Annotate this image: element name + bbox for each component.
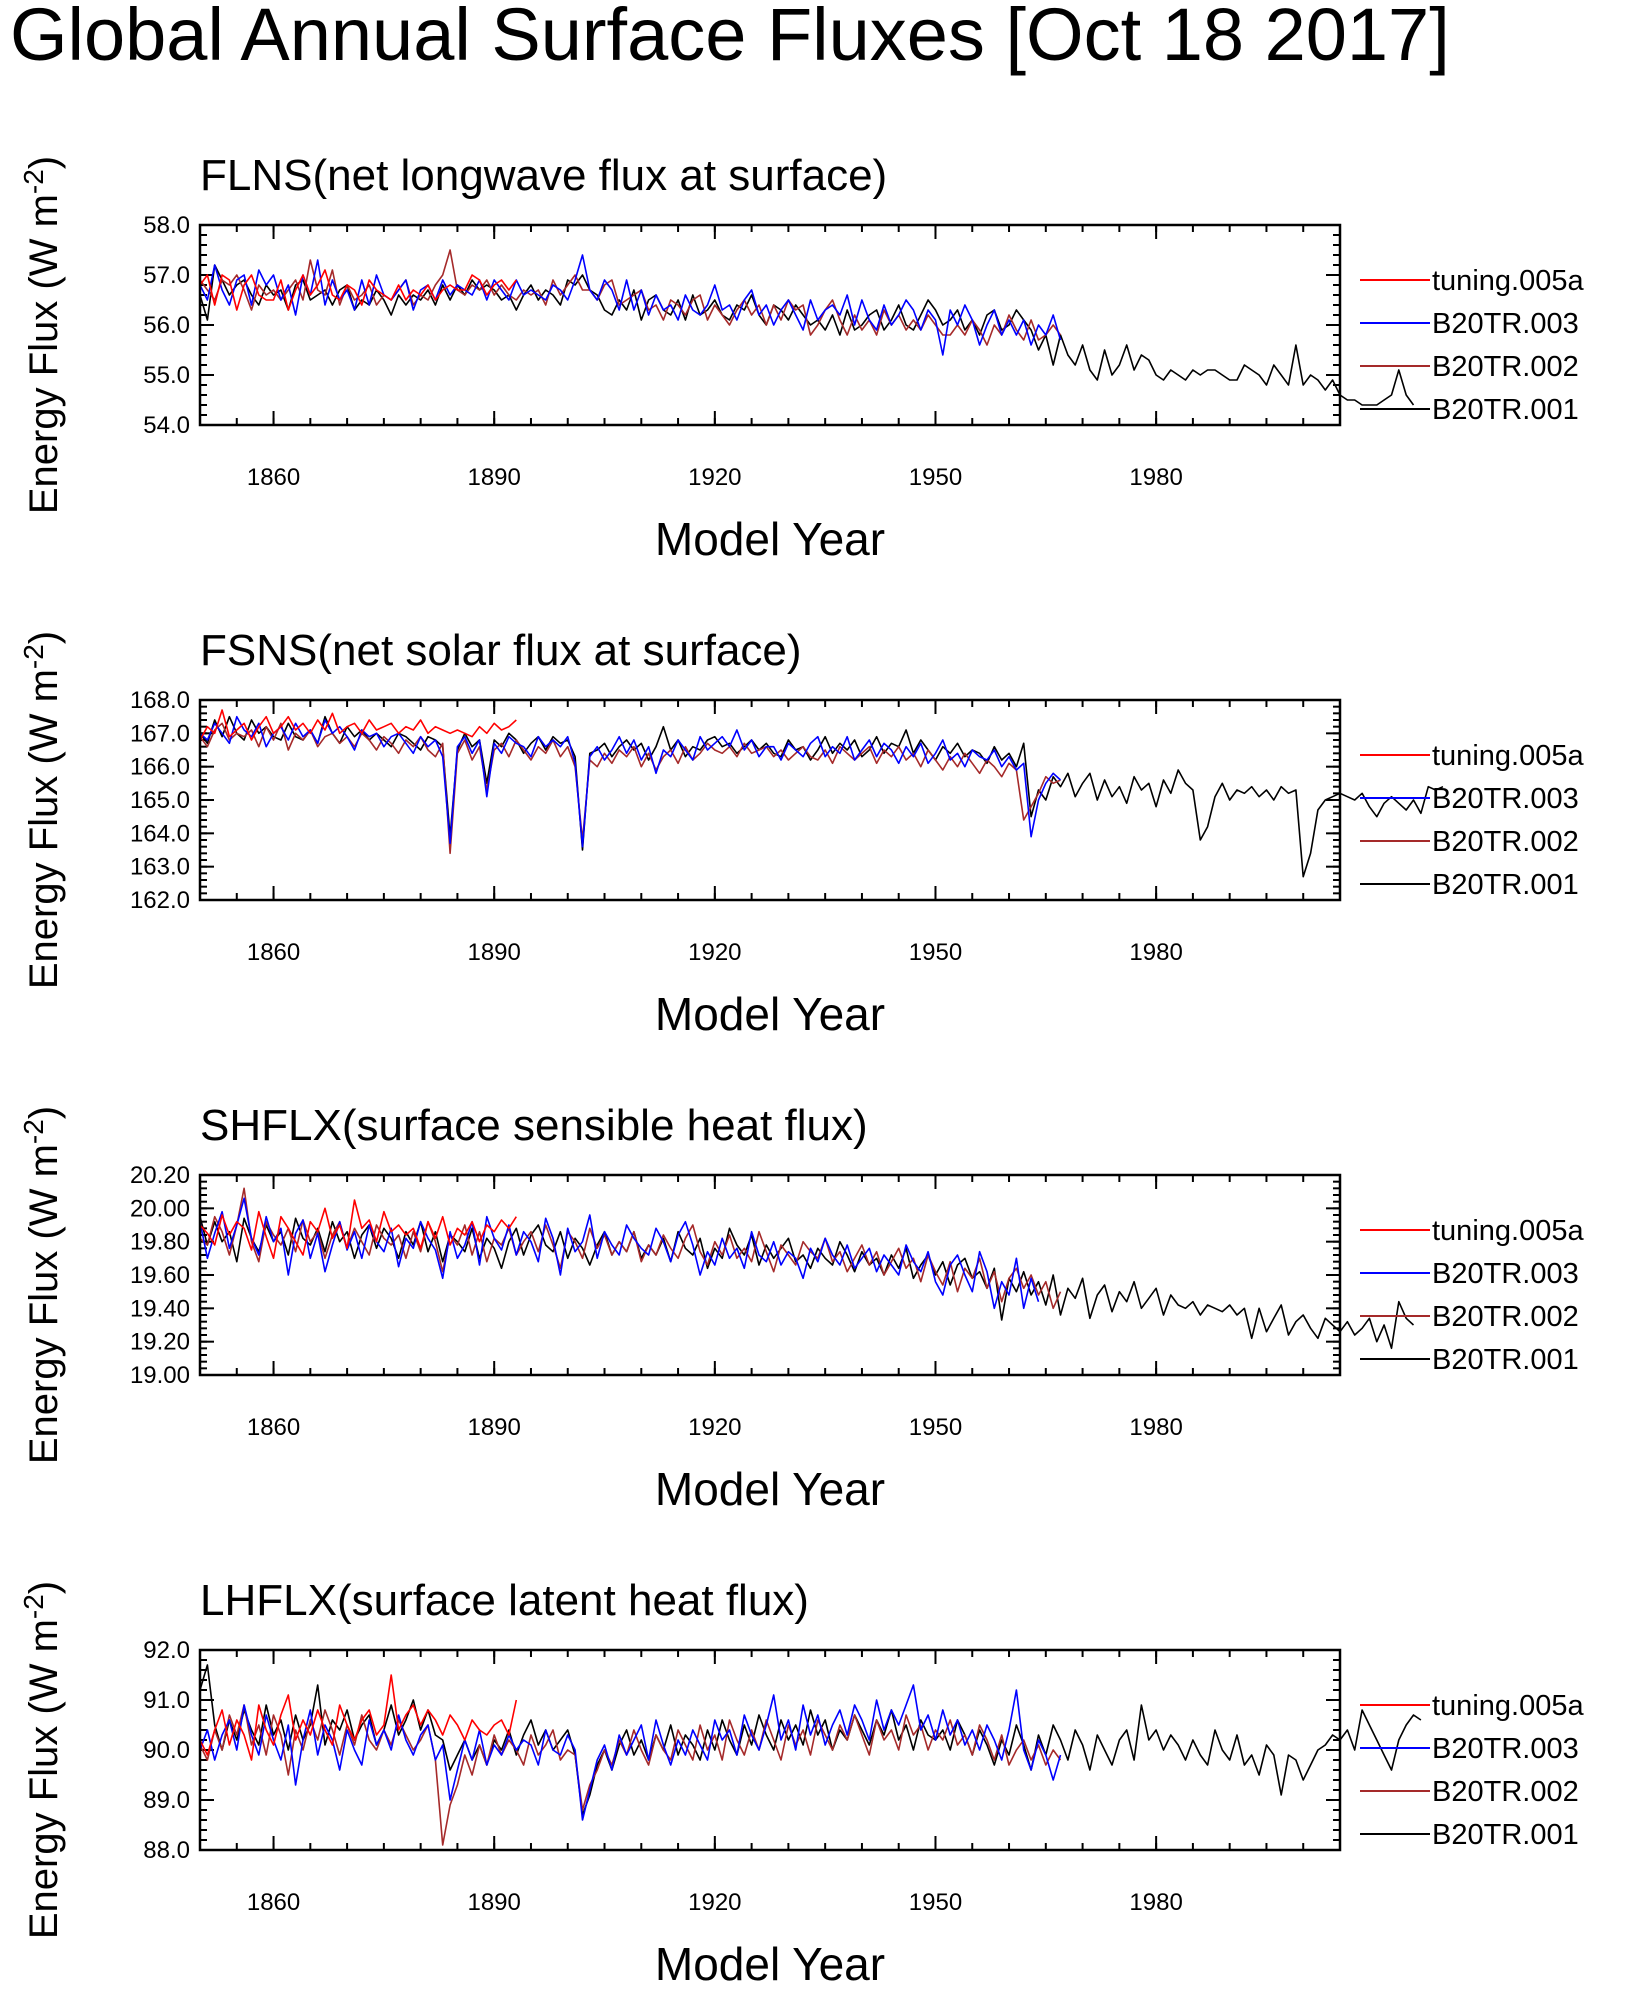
series-line-tuning-005a: [199, 1674, 518, 1761]
y-axis-label: Energy Flux (W m-2): [18, 1581, 66, 1939]
x-tick-label: 1920: [688, 1414, 741, 1441]
legend-label: B20TR.003: [1432, 308, 1579, 340]
chart-panel-1: FLNS(net longwave flux at surface) Energy…: [18, 151, 1584, 565]
series-line-b20tr-003: [199, 715, 1062, 848]
x-tick-label: 1890: [467, 464, 520, 491]
series-line-b20tr-001: [199, 264, 1415, 406]
y-tick-label: 166.0: [130, 754, 190, 781]
legend-label: B20TR.003: [1432, 1258, 1579, 1290]
y-tick-label: 20.00: [130, 1195, 190, 1222]
panels: FLNS(net longwave flux at surface) Energy…: [18, 151, 1584, 1990]
x-tick-label: 1920: [688, 464, 741, 491]
series-line-b20tr-001: [199, 715, 1444, 878]
y-tick-label: 92.0: [143, 1637, 190, 1664]
series-line-tuning-005a: [199, 709, 517, 741]
y-tick-label: 19.40: [130, 1295, 190, 1322]
legend-label: B20TR.002: [1432, 826, 1579, 858]
y-tick-label: 164.0: [130, 820, 190, 847]
x-tick-label: 1950: [909, 1414, 962, 1441]
y-tick-label: 19.00: [130, 1362, 190, 1389]
legend-label: B20TR.002: [1432, 1776, 1579, 1808]
chart-panel-4: LHFLX(surface latent heat flux) Energy Fl…: [18, 1576, 1584, 1990]
legend-label: B20TR.002: [1432, 351, 1579, 383]
x-tick-label: 1980: [1129, 1889, 1182, 1916]
legend-label: B20TR.001: [1432, 869, 1579, 901]
legend-label: B20TR.002: [1432, 1301, 1579, 1333]
x-tick-label: 1860: [247, 464, 300, 491]
y-tick-label: 168.0: [130, 687, 190, 714]
x-axis-label: Model Year: [655, 988, 885, 1040]
figure-title: Global Annual Surface Fluxes [Oct 18 201…: [10, 0, 1450, 76]
series-line-b20tr-003: [199, 254, 1062, 356]
x-tick-label: 1860: [247, 1414, 300, 1441]
x-tick-label: 1890: [467, 1414, 520, 1441]
legend-label: tuning.005a: [1432, 740, 1584, 772]
x-tick-label: 1920: [688, 1889, 741, 1916]
y-tick-label: 54.0: [143, 412, 190, 439]
legend-label: B20TR.001: [1432, 394, 1579, 426]
y-tick-label: 56.0: [143, 312, 190, 339]
x-axis-label: Model Year: [655, 513, 885, 565]
panel-title: FSNS(net solar flux at surface): [200, 626, 802, 675]
x-tick-label: 1860: [247, 939, 300, 966]
y-tick-label: 163.0: [130, 854, 190, 881]
plot-frame: [198, 223, 1342, 427]
y-tick-label: 90.0: [143, 1737, 190, 1764]
y-axis-label: Energy Flux (W m-2): [18, 1106, 66, 1464]
panel-title: FLNS(net longwave flux at surface): [200, 151, 887, 200]
y-tick-label: 19.60: [130, 1262, 190, 1289]
x-tick-label: 1860: [247, 1889, 300, 1916]
legend-label: B20TR.003: [1432, 1733, 1579, 1765]
panel-title: LHFLX(surface latent heat flux): [200, 1576, 809, 1625]
series-line-b20tr-002: [199, 1704, 1062, 1846]
y-tick-label: 91.0: [143, 1687, 190, 1714]
x-tick-label: 1890: [467, 939, 520, 966]
x-axis-label: Model Year: [655, 1463, 885, 1515]
series-line-b20tr-001: [199, 1664, 1422, 1816]
x-tick-label: 1980: [1129, 1414, 1182, 1441]
series-line-tuning-005a: [199, 1199, 517, 1260]
legend-label: tuning.005a: [1432, 265, 1584, 297]
panel-title: SHFLX(surface sensible heat flux): [200, 1101, 868, 1150]
y-axis-label: Energy Flux (W m-2): [18, 156, 66, 514]
legend-label: B20TR.001: [1432, 1819, 1579, 1851]
y-tick-label: 20.20: [130, 1162, 190, 1189]
series-line-b20tr-003: [199, 1197, 1040, 1310]
x-tick-label: 1920: [688, 939, 741, 966]
chart-panel-3: SHFLX(surface sensible heat flux) Energy …: [18, 1101, 1584, 1515]
legend-label: B20TR.001: [1432, 1344, 1579, 1376]
x-tick-label: 1950: [909, 939, 962, 966]
x-tick-label: 1980: [1129, 464, 1182, 491]
y-tick-label: 165.0: [130, 787, 190, 814]
x-tick-label: 1950: [909, 464, 962, 491]
y-tick-label: 55.0: [143, 362, 190, 389]
series-line-b20tr-002: [199, 722, 1061, 855]
plot-frame: [198, 698, 1342, 902]
legend-label: tuning.005a: [1432, 1215, 1584, 1247]
plot-frame: [198, 1648, 1342, 1852]
chart-panel-2: FSNS(net solar flux at surface) Energy Fl…: [18, 626, 1584, 1040]
legend-label: B20TR.003: [1432, 783, 1579, 815]
legend-label: tuning.005a: [1432, 1690, 1584, 1722]
y-tick-label: 58.0: [143, 212, 190, 239]
x-axis-label: Model Year: [655, 1938, 885, 1990]
y-tick-label: 89.0: [143, 1787, 190, 1814]
y-axis-label: Energy Flux (W m-2): [18, 631, 66, 989]
series-line-tuning-005a: [199, 269, 517, 311]
series-line-b20tr-002: [199, 1187, 1062, 1310]
y-tick-label: 162.0: [130, 887, 190, 914]
y-tick-label: 57.0: [143, 262, 190, 289]
y-tick-label: 19.20: [130, 1329, 190, 1356]
plot-frame: [198, 1173, 1342, 1377]
x-tick-label: 1950: [909, 1889, 962, 1916]
y-tick-label: 88.0: [143, 1837, 190, 1864]
series-line-b20tr-003: [199, 1684, 1062, 1821]
x-tick-label: 1890: [467, 1889, 520, 1916]
y-tick-label: 19.80: [130, 1229, 190, 1256]
y-tick-label: 167.0: [130, 720, 190, 747]
x-tick-label: 1980: [1129, 939, 1182, 966]
